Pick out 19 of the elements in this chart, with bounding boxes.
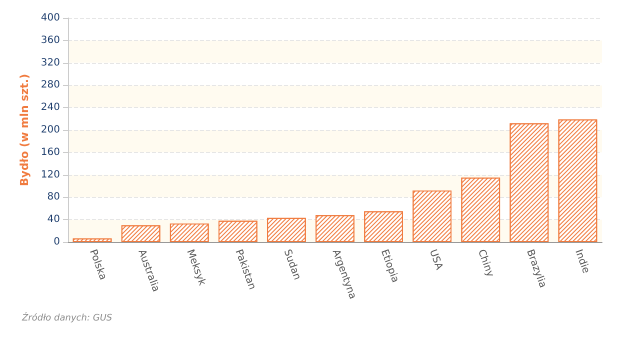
y-tick-label: 80 <box>47 192 60 203</box>
y-tick-label: 160 <box>40 146 60 158</box>
y-tick-label: 360 <box>40 34 60 46</box>
x-tick-label: Indie <box>572 248 592 275</box>
y-axis-title: Bydło (w mln szt.) <box>18 74 32 186</box>
y-tick-label: 400 <box>40 12 60 24</box>
x-tick-label: Chiny <box>475 248 496 279</box>
y-tick-label: 40 <box>47 214 60 226</box>
x-tick-label: Etiopia <box>378 248 400 284</box>
y-tick-label: 200 <box>40 124 60 136</box>
y-tick-label: 0 <box>54 236 60 248</box>
x-tick-label: Polska <box>87 248 108 282</box>
y-tick-label: 120 <box>40 169 60 180</box>
y-tick-label: 240 <box>40 102 60 114</box>
x-tick-label: USA <box>426 248 444 272</box>
y-tick-label: 320 <box>40 57 60 68</box>
x-tick-label: Sudan <box>281 248 302 282</box>
text: Źródło danych: GUS <box>21 312 112 324</box>
y-tick-label: 280 <box>40 80 60 91</box>
